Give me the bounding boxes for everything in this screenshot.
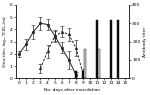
- Y-axis label: Antibody titer: Antibody titer: [142, 27, 147, 57]
- Bar: [96, 20, 98, 78]
- X-axis label: No. days after inoculation: No. days after inoculation: [44, 87, 100, 91]
- Bar: [82, 71, 84, 78]
- Bar: [84, 49, 86, 78]
- Y-axis label: Virus titer, log₁₀ TCID₅₀/mL: Virus titer, log₁₀ TCID₅₀/mL: [3, 16, 8, 67]
- Bar: [110, 20, 112, 78]
- Bar: [98, 49, 100, 78]
- Bar: [117, 20, 119, 78]
- Bar: [75, 71, 77, 78]
